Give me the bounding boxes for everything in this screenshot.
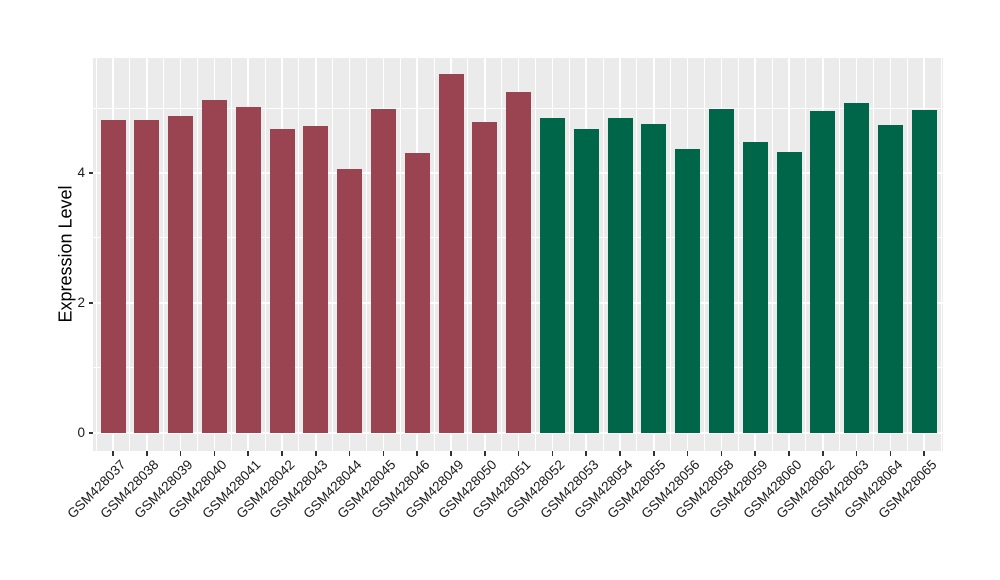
bar-GSM428051 bbox=[506, 91, 532, 433]
gridline-minor-vertical bbox=[568, 58, 570, 451]
x-axis-tick bbox=[585, 451, 587, 456]
bar-GSM428046 bbox=[404, 153, 430, 433]
y-tick-label: 2 bbox=[77, 294, 85, 310]
y-tick-label: 4 bbox=[77, 164, 85, 180]
gridline-minor-vertical bbox=[737, 58, 739, 451]
bar-GSM428041 bbox=[235, 107, 261, 433]
bar-GSM428038 bbox=[134, 119, 160, 433]
bar-GSM428059 bbox=[742, 141, 768, 433]
bar-GSM428045 bbox=[370, 109, 396, 433]
bar-GSM428064 bbox=[877, 124, 903, 433]
gridline-minor-vertical bbox=[636, 58, 638, 451]
bar-GSM428054 bbox=[607, 117, 633, 433]
x-axis-tick bbox=[281, 451, 283, 456]
x-axis-tick bbox=[450, 451, 452, 456]
bar-GSM428053 bbox=[573, 128, 599, 433]
x-axis-tick bbox=[720, 451, 723, 456]
y-axis-tick bbox=[88, 432, 93, 434]
x-axis-tick bbox=[416, 451, 418, 456]
bar-GSM428056 bbox=[675, 148, 701, 433]
gridline-minor-vertical bbox=[197, 58, 198, 451]
bar-GSM428052 bbox=[539, 118, 565, 433]
gridline-minor-vertical bbox=[670, 58, 672, 451]
gridline-minor-vertical bbox=[433, 58, 435, 451]
x-axis-tick bbox=[484, 451, 486, 456]
x-axis-tick bbox=[619, 451, 621, 456]
gridline-minor-vertical bbox=[873, 58, 874, 451]
x-axis-tick bbox=[517, 451, 520, 456]
bar-GSM428062 bbox=[810, 110, 836, 433]
x-axis-tick bbox=[146, 451, 148, 456]
bar-GSM428043 bbox=[303, 125, 329, 433]
gridline-minor-vertical bbox=[805, 58, 807, 451]
x-axis-tick bbox=[213, 451, 216, 456]
bar-GSM428063 bbox=[844, 103, 870, 433]
x-axis-tick bbox=[653, 451, 655, 456]
gridline-minor-vertical bbox=[906, 58, 908, 451]
bar-GSM428050 bbox=[472, 122, 498, 433]
gridline-minor-vertical bbox=[129, 58, 131, 451]
x-axis-tick bbox=[247, 451, 249, 456]
y-axis-tick bbox=[88, 302, 93, 304]
gridline-minor-vertical bbox=[95, 58, 97, 451]
bar-GSM428042 bbox=[269, 128, 295, 433]
x-axis-tick bbox=[315, 451, 317, 456]
gridline-minor-vertical bbox=[771, 58, 773, 451]
gridline-minor-vertical bbox=[163, 58, 165, 451]
x-axis-tick bbox=[788, 451, 790, 456]
x-axis-tick bbox=[348, 451, 351, 456]
x-axis-tick bbox=[112, 451, 114, 456]
x-axis-tick bbox=[923, 451, 925, 456]
bar-GSM428044 bbox=[337, 169, 363, 433]
x-axis-tick bbox=[889, 451, 892, 456]
x-axis-tick bbox=[551, 451, 554, 456]
gridline-major-horizontal bbox=[93, 431, 943, 434]
x-axis-tick bbox=[179, 451, 182, 456]
bar-GSM428039 bbox=[168, 115, 194, 433]
y-axis-tick bbox=[88, 172, 93, 174]
x-axis-tick bbox=[754, 451, 756, 456]
gridline-minor-vertical bbox=[298, 58, 300, 451]
bar-GSM428037 bbox=[100, 119, 126, 433]
y-tick-label: 0 bbox=[77, 424, 85, 440]
gridline-minor-vertical bbox=[501, 58, 503, 451]
bar-GSM428058 bbox=[708, 108, 734, 433]
bar-GSM428060 bbox=[776, 151, 802, 433]
plot-panel bbox=[93, 58, 943, 451]
gridline-minor-vertical bbox=[467, 58, 469, 451]
gridline-minor-vertical bbox=[399, 58, 401, 451]
x-axis-tick bbox=[822, 451, 824, 456]
x-axis-tick bbox=[855, 451, 858, 456]
gridline-minor-vertical bbox=[940, 58, 942, 451]
gridline-minor-vertical bbox=[704, 58, 705, 451]
bar-GSM428055 bbox=[641, 124, 667, 433]
x-axis-tick bbox=[382, 451, 385, 456]
gridline-minor-vertical bbox=[535, 58, 536, 451]
bar-GSM428049 bbox=[438, 74, 464, 433]
bar-GSM428040 bbox=[201, 100, 227, 433]
gridline-minor-vertical bbox=[366, 58, 367, 451]
gridline-minor-vertical bbox=[602, 58, 604, 451]
gridline-minor-vertical bbox=[332, 58, 334, 451]
gridline-minor-vertical bbox=[230, 58, 232, 451]
gridline-minor-vertical bbox=[839, 58, 841, 451]
x-axis-tick bbox=[686, 451, 689, 456]
bar-GSM428065 bbox=[911, 109, 937, 433]
gridline-minor-vertical bbox=[264, 58, 266, 451]
